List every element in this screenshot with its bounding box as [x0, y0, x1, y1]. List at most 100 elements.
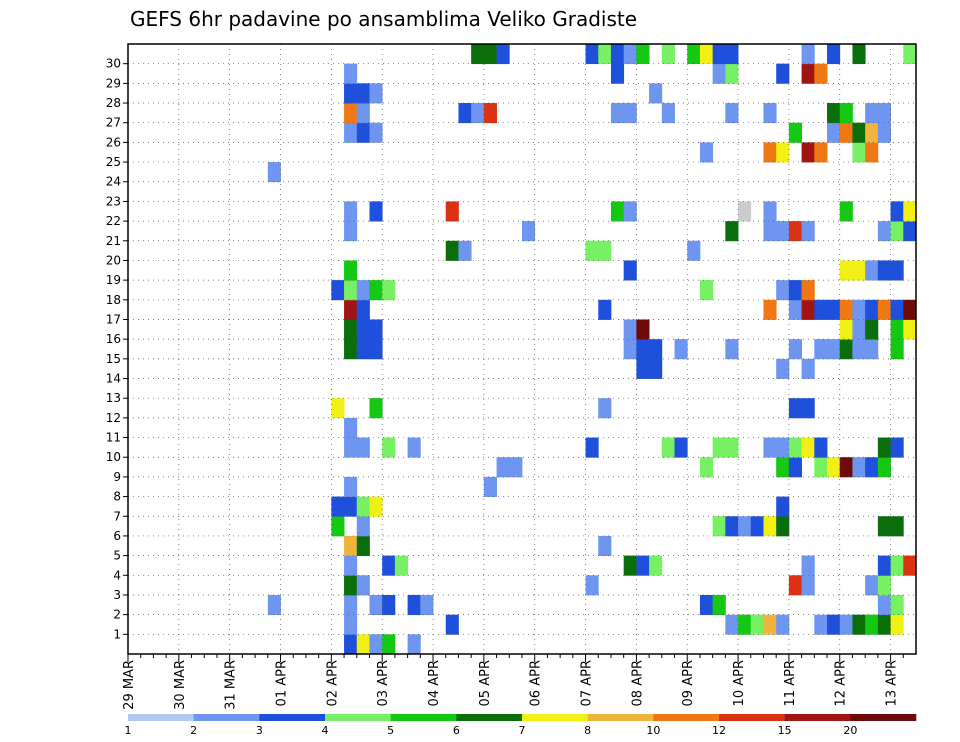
heatmap-cell — [356, 319, 370, 340]
heatmap-cell — [420, 594, 434, 616]
heatmap-cell — [865, 457, 879, 478]
heatmap-cell — [598, 44, 612, 65]
y-axis: 1234567891011121314151617181920212223242… — [106, 57, 128, 641]
heatmap-cell — [788, 280, 803, 301]
heatmap-cell — [623, 260, 637, 281]
heatmap-cell — [382, 594, 396, 616]
color-legend: 1 2 3 4 5 6 7 8 10 12 15 20 — [125, 714, 917, 737]
y-tick-label: 13 — [106, 391, 121, 405]
y-tick-label: 23 — [106, 194, 121, 208]
x-tick-label: 10 APR — [732, 660, 747, 706]
heatmap-cell — [725, 339, 739, 360]
heatmap-cell — [827, 339, 841, 360]
heatmap-cell — [483, 44, 497, 65]
heatmap-cell — [763, 142, 777, 163]
heatmap-cell — [636, 555, 650, 576]
heatmap-cell — [814, 142, 828, 163]
x-tick-label: 02 APR — [325, 660, 340, 706]
heatmap-cell — [623, 201, 637, 222]
legend-tick-label: 6 — [453, 724, 460, 737]
x-tick-label: 29 MAR — [122, 660, 137, 710]
heatmap-cell — [331, 516, 345, 537]
heatmap-cell — [636, 358, 650, 379]
heatmap-cell — [331, 280, 345, 301]
heatmap-cell — [267, 162, 281, 183]
heatmap-cell — [776, 280, 790, 301]
heatmap-cell — [369, 634, 383, 655]
heatmap-cell — [356, 103, 370, 124]
x-tick-label: 05 APR — [478, 660, 493, 706]
legend-swatch — [325, 714, 391, 721]
heatmap-cell — [801, 437, 815, 458]
heatmap-cell — [839, 201, 853, 222]
heatmap-cell — [483, 476, 497, 497]
legend-swatch — [784, 714, 851, 721]
heatmap-cell — [725, 44, 739, 65]
heatmap-cell — [623, 44, 637, 65]
legend-tick-label: 8 — [584, 724, 591, 737]
heatmap-cell — [788, 437, 803, 458]
x-axis: 29 MAR 30 MAR 31 MAR 01 APR 02 APR 03 APR 04 A… — [122, 654, 904, 710]
heatmap-cell — [445, 240, 459, 261]
heatmap-cell — [649, 339, 663, 360]
legend-swatch — [587, 714, 654, 721]
heatmap-cell — [725, 63, 739, 84]
heatmap-cell — [344, 280, 358, 301]
heatmap-cell — [382, 555, 396, 576]
heatmap-cell — [725, 516, 739, 537]
heatmap-cell — [699, 280, 714, 301]
heatmap-cell — [699, 44, 714, 65]
heatmap-cell — [877, 122, 891, 143]
heatmap-cell — [623, 319, 637, 340]
heatmap-cell — [776, 221, 790, 242]
heatmap-cell — [801, 555, 815, 576]
heatmap-cell — [877, 516, 891, 537]
heatmap-cell — [344, 476, 358, 497]
heatmap-cell — [356, 280, 370, 301]
heatmap-cell — [776, 496, 790, 517]
heatmap-cell — [661, 437, 675, 458]
heatmap-cell — [865, 319, 879, 340]
heatmap-cell — [369, 280, 383, 301]
legend-tick-label: 4 — [322, 724, 329, 737]
y-tick-label: 2 — [113, 608, 121, 622]
heatmap-cell — [369, 319, 383, 340]
heatmap-cell — [763, 299, 777, 320]
heatmap-cell — [356, 437, 370, 458]
legend-swatch — [456, 714, 523, 721]
heatmap-cells — [267, 44, 917, 655]
y-tick-label: 30 — [106, 57, 121, 71]
legend-tick-label: 10 — [646, 724, 660, 737]
heatmap-cell — [738, 201, 752, 222]
heatmap-cell — [712, 44, 726, 65]
legend-tick-label: 20 — [843, 724, 857, 737]
heatmap-cell — [369, 201, 383, 222]
heatmap-cell — [483, 103, 497, 124]
heatmap-cell — [394, 555, 409, 576]
heatmap-cell — [865, 575, 879, 596]
heatmap-cell — [877, 221, 891, 242]
heatmap-cell — [877, 260, 891, 281]
heatmap-cell — [903, 221, 917, 242]
heatmap-cell — [344, 221, 358, 242]
heatmap-cell — [661, 103, 675, 124]
heatmap-cell — [877, 299, 891, 320]
heatmap-cell — [763, 221, 777, 242]
heatmap-cell — [852, 319, 866, 340]
heatmap-cell — [496, 457, 510, 478]
heatmap-cell — [636, 339, 650, 360]
heatmap-cell — [865, 103, 879, 124]
heatmap-cell — [877, 594, 891, 616]
heatmap-cell — [598, 535, 612, 557]
heatmap-cell — [852, 614, 866, 635]
heatmap-cell — [267, 594, 281, 616]
x-tick-label: 09 APR — [681, 660, 696, 706]
x-tick-label: 12 APR — [834, 660, 849, 706]
legend-swatch — [193, 714, 260, 721]
y-tick-label: 24 — [106, 175, 121, 189]
heatmap-cell — [877, 457, 891, 478]
heatmap-cell — [776, 63, 790, 84]
heatmap-cell — [877, 103, 891, 124]
heatmap-cell — [903, 319, 917, 340]
x-tick-label: 07 APR — [580, 660, 595, 706]
